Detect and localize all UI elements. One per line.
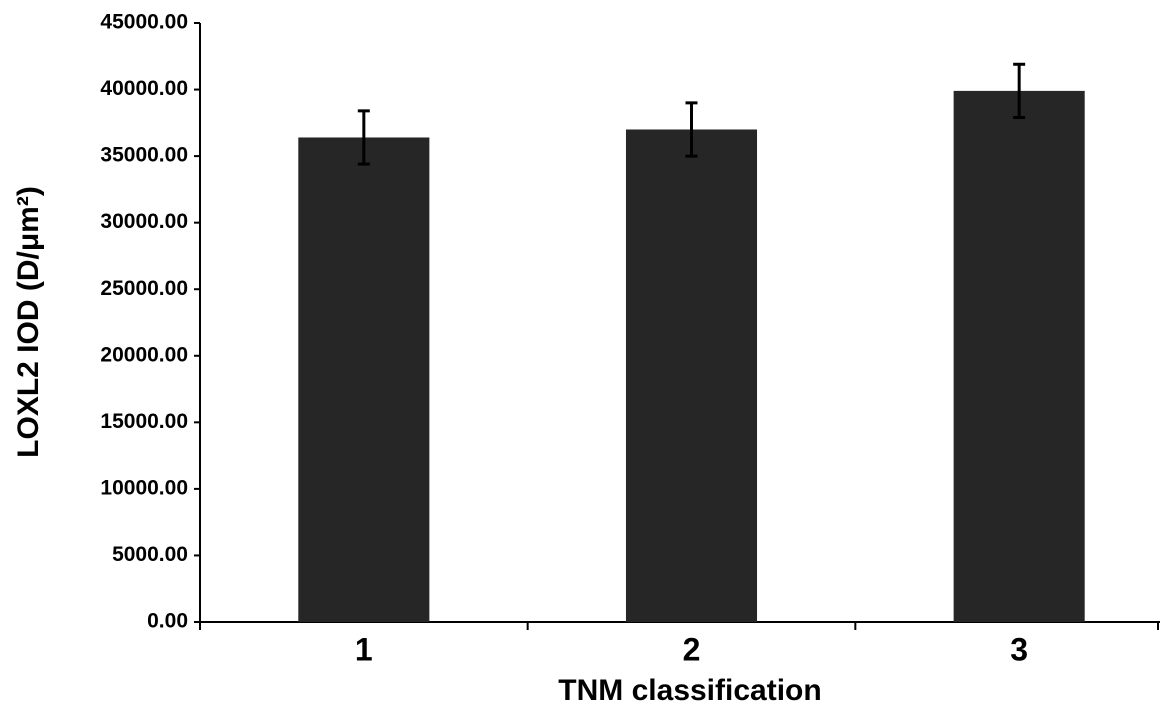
error-bar [685,101,698,158]
bar [625,129,758,622]
x-tick-label: 3 [1010,631,1028,667]
y-tick-label: 30000.00 [100,210,188,233]
y-tick-label: 40000.00 [100,77,188,100]
y-tick-label: 5000.00 [112,543,188,566]
y-tick-label: 10000.00 [100,476,188,499]
y-axis-label: LOXL2 IOD (D/μm²) [12,186,45,458]
error-bar [1013,62,1026,120]
y-tick-label: 45000.00 [100,11,188,34]
x-axis-label: TNM classification [558,674,821,707]
y-tick-label: 20000.00 [100,343,188,366]
y-tick-label: 25000.00 [100,277,188,300]
bar [298,137,430,622]
y-tick-label: 0.00 [147,610,188,633]
error-bar [357,109,370,166]
y-tick-label: 15000.00 [100,410,188,433]
x-tick-label: 2 [683,631,701,667]
x-tick-label: 1 [355,631,373,667]
y-tick-label: 35000.00 [100,144,188,167]
bar [953,90,1085,623]
